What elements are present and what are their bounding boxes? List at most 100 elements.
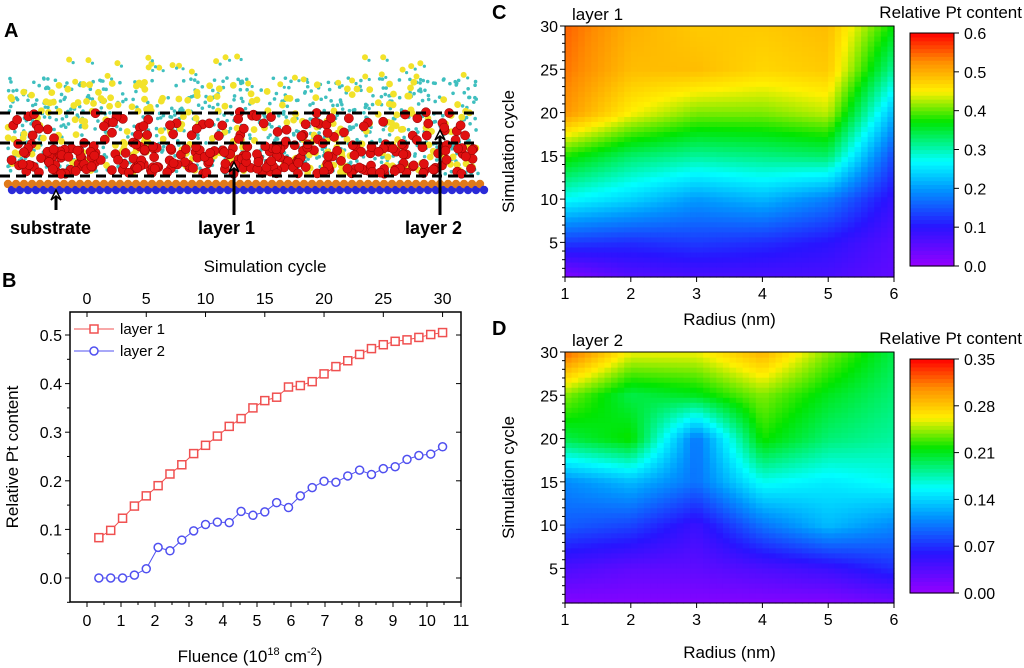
heatmap-cell <box>696 211 704 218</box>
heatmap-cell <box>578 412 586 418</box>
substrate-atom <box>347 179 357 189</box>
heatmap-cell <box>637 216 645 223</box>
heatmap-cell <box>861 171 869 178</box>
data-point-layer2 <box>165 546 175 556</box>
heatmap-cell <box>578 176 586 183</box>
x-tick-label: 4 <box>758 286 767 303</box>
heatmap-cell <box>834 176 842 183</box>
heatmap-cell <box>624 502 632 509</box>
heatmap-cell <box>808 46 816 52</box>
heatmap-cell <box>874 211 882 218</box>
heatmap-cell <box>571 447 579 453</box>
heatmap-cell <box>749 136 757 143</box>
heatmap-cell <box>775 101 783 107</box>
heatmap-cell <box>821 251 829 258</box>
heatmap-cell <box>591 41 599 47</box>
heatmap-cell <box>597 91 606 97</box>
heatmap-cell <box>670 91 678 97</box>
heatmap-cell <box>801 61 810 67</box>
y-tick-label: 5 <box>549 235 558 252</box>
heatmap-cell <box>696 151 704 158</box>
heatmap-cell <box>578 487 586 494</box>
heatmap-cell <box>643 482 652 489</box>
heatmap-cell <box>768 246 777 253</box>
heatmap-cell <box>597 76 606 82</box>
heatmap-cell <box>854 56 862 62</box>
heatmap-cell <box>880 186 889 193</box>
heatmap-cell <box>709 231 717 238</box>
heatmap-cell <box>874 76 882 82</box>
heatmap-cell <box>657 467 665 474</box>
heatmap-cell <box>854 66 862 72</box>
heatmap-cell <box>709 41 717 47</box>
colorbar-tick-label: 0.3 <box>964 143 986 160</box>
atom-light <box>90 100 97 107</box>
heatmap-cell <box>815 106 823 112</box>
data-point-layer1 <box>177 460 187 470</box>
heatmap-cell <box>650 492 658 499</box>
substrate-atom <box>215 185 225 195</box>
atom-pt <box>322 128 333 138</box>
heatmap-cell <box>690 91 698 97</box>
heatmap-cell <box>565 121 573 127</box>
heatmap-cell <box>624 437 632 443</box>
heatmap-cell <box>584 86 592 92</box>
substrate-atom <box>55 185 65 195</box>
heatmap-cell <box>591 377 599 383</box>
heatmap-cell <box>624 236 632 243</box>
heatmap-cell <box>808 66 816 72</box>
heatmap-cell <box>597 221 606 228</box>
heatmap-cell <box>565 196 573 203</box>
heatmap-cell <box>808 141 816 148</box>
heatmap-cell <box>722 91 731 97</box>
heatmap-cell <box>775 146 783 153</box>
heatmap-cell <box>643 592 652 599</box>
heatmap-cell <box>696 226 704 233</box>
heatmap-cell <box>637 76 645 82</box>
heatmap-cell <box>584 422 592 428</box>
heatmap-cell <box>571 251 579 258</box>
heatmap-cell <box>847 186 856 193</box>
heatmap-cell <box>729 71 737 77</box>
heatmap-cell <box>663 161 671 168</box>
heatmap-cell <box>578 116 586 122</box>
colorbar-segment <box>910 215 954 220</box>
heatmap-cell <box>630 512 638 519</box>
substrate-atom <box>87 185 97 195</box>
atom-small <box>367 106 371 111</box>
heatmap-cell <box>834 106 842 112</box>
heatmap-cell <box>742 186 750 193</box>
heatmap-cell <box>709 156 717 163</box>
top-axis-title: Simulation cycle <box>204 257 327 276</box>
heatmap-cell <box>729 146 737 153</box>
heatmap-cell <box>584 231 592 238</box>
atom-small <box>274 137 279 141</box>
heatmap-title: layer 1 <box>572 5 623 24</box>
heatmap-cell <box>578 191 586 198</box>
heatmap-cell <box>584 186 592 193</box>
heatmap-cell <box>571 151 579 158</box>
heatmap-cell <box>801 271 810 278</box>
heatmap-cell <box>782 231 790 238</box>
heatmap-cell <box>755 136 763 143</box>
atom-small <box>326 80 331 85</box>
heatmap-cell <box>611 597 619 604</box>
heatmap-cell <box>650 552 658 559</box>
heatmap-cell <box>617 226 625 233</box>
atom-pt <box>36 153 46 163</box>
colorbar-segment <box>910 133 954 139</box>
heatmap-cell <box>663 111 671 117</box>
heatmap-cell <box>808 166 816 173</box>
heatmap-cell <box>887 216 895 223</box>
data-point-layer2 <box>390 461 400 472</box>
heatmap-cell <box>854 156 862 163</box>
heatmap-cell <box>637 387 645 393</box>
heatmap-cell <box>874 231 882 238</box>
heatmap-cell <box>755 246 763 253</box>
heatmap-cell <box>565 146 573 153</box>
heatmap-cell <box>775 41 783 47</box>
heatmap-cell <box>571 417 579 423</box>
heatmap-cell <box>801 196 810 203</box>
heatmap-cell <box>591 166 599 173</box>
heatmap-cell <box>663 81 671 87</box>
